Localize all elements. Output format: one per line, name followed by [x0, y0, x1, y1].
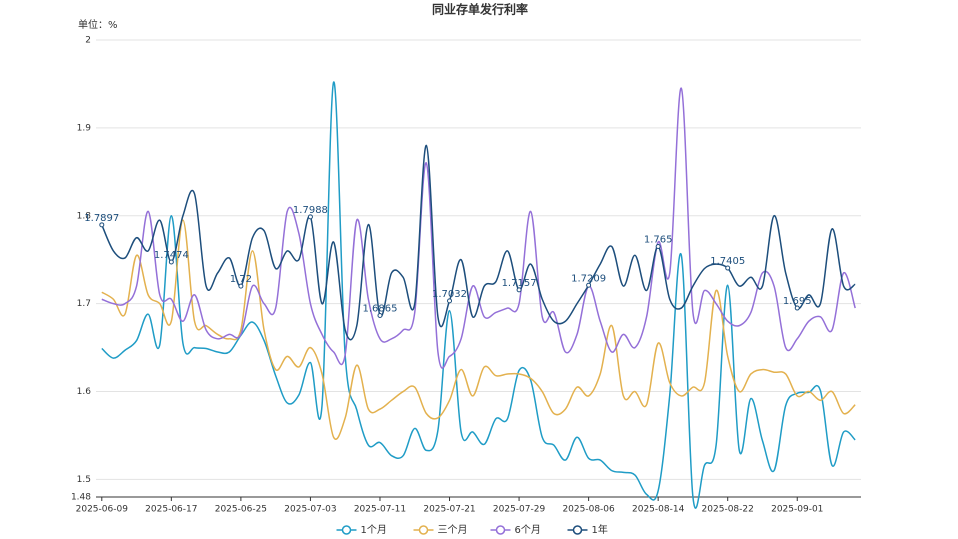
y-tick-label: 1.8 [77, 211, 92, 221]
y-tick-label: 1.5 [77, 475, 91, 485]
x-tick-label: 2025-08-22 [702, 505, 754, 515]
x-tick-label: 2025-08-06 [562, 505, 615, 515]
legend-label: 1年 [592, 523, 608, 536]
x-tick-label: 2025-07-29 [493, 505, 546, 515]
point-marker [794, 305, 800, 311]
y-tick-label: 1.9 [77, 123, 92, 133]
legend-label: 三个月 [438, 524, 468, 536]
line-series [101, 81, 856, 509]
point-marker [238, 283, 244, 289]
point-marker [99, 222, 105, 228]
x-tick-label: 2025-06-25 [215, 505, 267, 515]
y-tick-label: 1.6 [77, 387, 92, 397]
line-series [101, 219, 856, 440]
y-tick-label: 2 [85, 36, 91, 46]
point-marker [655, 244, 661, 250]
point-marker [725, 265, 731, 271]
x-tick-label: 2025-06-09 [76, 505, 129, 515]
legend-label: 6个月 [515, 524, 541, 536]
x-tick-label: 2025-06-17 [145, 505, 197, 515]
point-marker [447, 298, 453, 304]
x-tick-label: 2025-07-03 [284, 505, 336, 515]
legend-icon [495, 525, 506, 535]
legend-icon [418, 525, 429, 535]
point-marker [586, 282, 592, 288]
point-marker [307, 214, 313, 220]
data-label: 1.72 [230, 274, 252, 285]
line-series [101, 144, 856, 341]
data-label: 1.6865 [362, 304, 397, 315]
legend-label: 1个月 [361, 524, 387, 536]
data-label: 1.7897 [84, 213, 119, 224]
point-marker [168, 259, 174, 265]
x-tick-label: 2025-08-14 [632, 505, 685, 515]
x-tick-label: 2025-07-21 [423, 505, 475, 515]
data-label: 1.7988 [293, 205, 328, 216]
y-axis-label: 单位：% [78, 18, 118, 31]
y-tick-label: 1.48 [71, 493, 91, 503]
point-marker [377, 313, 383, 319]
line-series [101, 87, 856, 369]
data-label: 1.7032 [432, 289, 467, 300]
legend-icon [572, 525, 583, 535]
chart-title: 同业存单发行利率 [432, 2, 528, 17]
data-label: 1.7157 [502, 278, 537, 289]
data-label: 1.765 [644, 235, 673, 246]
x-tick-label: 2025-09-01 [771, 505, 823, 515]
y-tick-label: 1.7 [77, 299, 91, 309]
point-marker [516, 287, 522, 293]
data-label: 1.695 [783, 296, 812, 307]
x-tick-label: 2025-07-11 [354, 505, 406, 515]
data-label: 1.7209 [571, 273, 606, 284]
legend-icon [341, 525, 352, 535]
data-label: 1.7474 [154, 250, 189, 261]
data-label: 1.7405 [710, 256, 745, 267]
